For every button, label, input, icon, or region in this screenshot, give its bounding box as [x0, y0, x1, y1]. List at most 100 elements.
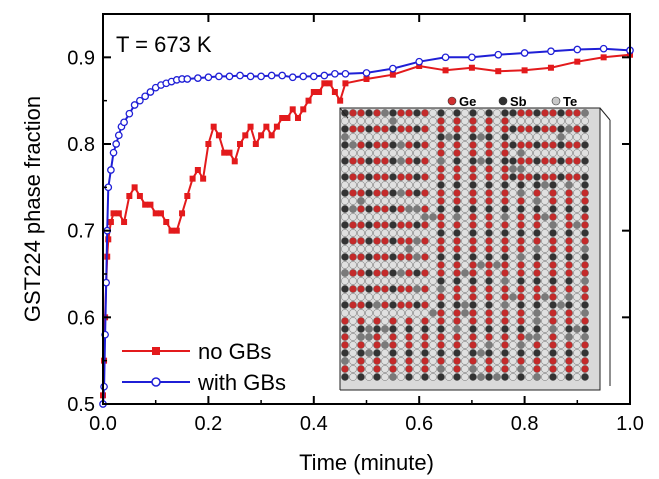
legend-entry: with GBs	[122, 370, 286, 395]
inset-atom	[381, 229, 389, 237]
data-point	[131, 184, 138, 191]
inset-atom	[477, 125, 485, 133]
inset-atom	[533, 341, 541, 349]
inset-atom	[469, 277, 477, 285]
inset-atom	[461, 221, 469, 229]
inset-atom	[365, 365, 373, 373]
inset-atom	[437, 149, 445, 157]
inset-atom	[445, 325, 453, 333]
inset-atom	[461, 213, 469, 221]
inset-atom	[541, 189, 549, 197]
inset-atom	[405, 189, 413, 197]
data-point	[168, 227, 175, 234]
inset-atom	[501, 229, 509, 237]
inset-atom	[493, 149, 501, 157]
inset-atom	[509, 341, 517, 349]
inset-atom	[453, 117, 461, 125]
inset-atom	[517, 109, 525, 117]
inset-atom	[461, 349, 469, 357]
inset-atom	[349, 333, 357, 341]
inset-atom	[573, 189, 581, 197]
inset-atom	[389, 173, 397, 181]
inset-atom	[381, 317, 389, 325]
inset-atom	[341, 117, 349, 125]
inset-atom	[565, 309, 573, 317]
inset-atom	[405, 277, 413, 285]
inset-atom	[349, 357, 357, 365]
inset-atom	[445, 109, 453, 117]
inset-atom	[517, 349, 525, 357]
inset-atom	[421, 333, 429, 341]
inset-atom	[437, 317, 445, 325]
inset-atom	[421, 197, 429, 205]
inset-atom	[541, 357, 549, 365]
inset-atom	[413, 365, 421, 373]
inset-atom	[493, 261, 501, 269]
inset-atom	[461, 357, 469, 365]
inset-atom	[477, 349, 485, 357]
inset-atom	[453, 309, 461, 317]
inset-atom	[549, 285, 557, 293]
inset-atom	[565, 341, 573, 349]
inset-atom	[421, 173, 429, 181]
inset-atom	[373, 197, 381, 205]
inset-atom	[421, 373, 429, 381]
inset-atom	[341, 269, 349, 277]
inset-atom	[501, 293, 509, 301]
inset-atom	[565, 245, 573, 253]
inset-atom	[357, 357, 365, 365]
inset-atom	[413, 293, 421, 301]
inset-atom	[389, 133, 397, 141]
inset-atom	[461, 285, 469, 293]
inset-atom	[413, 197, 421, 205]
data-point	[179, 210, 186, 217]
inset-atom	[581, 349, 589, 357]
inset-atom	[445, 157, 453, 165]
inset-atom	[581, 341, 589, 349]
data-point	[252, 141, 259, 147]
inset-atom	[533, 293, 541, 301]
inset-atom	[509, 141, 517, 149]
inset-atom	[477, 181, 485, 189]
inset-atom	[533, 197, 541, 205]
inset-atom	[501, 189, 509, 197]
inset-atom	[453, 109, 461, 117]
inset-atom	[365, 213, 373, 221]
data-point	[194, 74, 202, 82]
inset-atom	[517, 197, 525, 205]
inset-atom	[461, 245, 469, 253]
inset-atom	[549, 317, 557, 325]
inset-atom	[373, 269, 381, 277]
inset-atom	[461, 237, 469, 245]
inset-atom	[373, 205, 381, 213]
inset-atom	[389, 269, 397, 277]
inset-atom	[453, 269, 461, 277]
inset-atom	[509, 373, 517, 381]
legend-marker	[152, 347, 160, 355]
inset-atom	[509, 309, 517, 317]
inset-atom	[557, 341, 565, 349]
inset-atom	[429, 317, 437, 325]
inset-atom	[341, 245, 349, 253]
data-point	[331, 89, 338, 95]
inset-atom	[477, 133, 485, 141]
data-point	[416, 63, 423, 69]
inset-atom	[421, 149, 429, 157]
inset-atom	[573, 341, 581, 349]
inset-atom	[557, 197, 565, 205]
inset-atom	[581, 197, 589, 205]
inset-atom	[437, 173, 445, 181]
inset-atom	[581, 293, 589, 301]
inset-atom	[573, 285, 581, 293]
inset-atom	[341, 365, 349, 373]
inset-atom	[469, 253, 477, 261]
inset-atom	[357, 245, 365, 253]
inset-atom	[453, 205, 461, 213]
inset-atom	[541, 173, 549, 181]
inset-atom	[501, 349, 509, 357]
y-axis-title: GST224 phase fraction	[20, 96, 45, 322]
inset-legend-swatch	[551, 96, 561, 106]
inset-atom	[365, 309, 373, 317]
inset-atom	[509, 221, 517, 229]
inset-atom	[565, 253, 573, 261]
